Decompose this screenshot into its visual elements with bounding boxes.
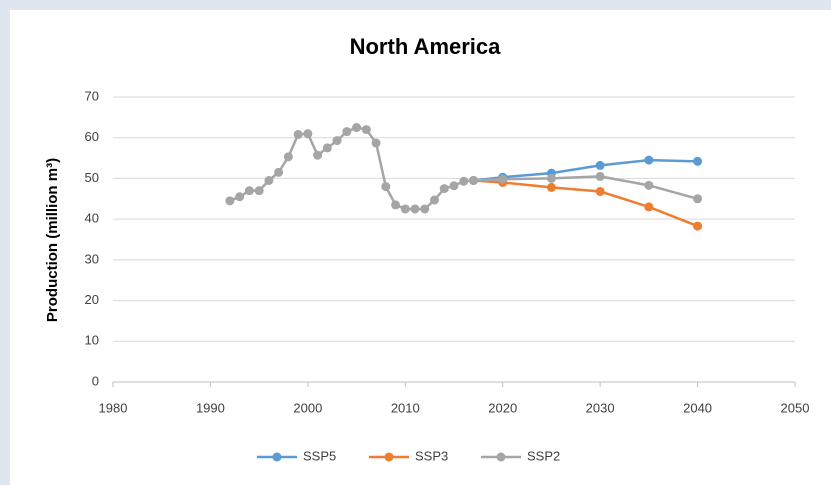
data-point [293, 129, 303, 139]
data-point [264, 175, 274, 185]
data-point [439, 184, 449, 194]
y-tick-label: 70 [85, 88, 99, 103]
data-point [313, 150, 323, 160]
data-point [595, 186, 605, 196]
data-point [693, 221, 703, 231]
legend-label: SSP3 [415, 448, 448, 463]
y-tick-label: 10 [85, 333, 99, 348]
data-point [244, 186, 254, 196]
data-point [449, 181, 459, 191]
data-point [381, 182, 391, 192]
data-point [468, 175, 478, 185]
data-point [420, 204, 430, 214]
y-tick-label: 40 [85, 211, 99, 226]
legend-marker [384, 452, 394, 462]
legend-label: SSP5 [303, 448, 336, 463]
data-point [352, 123, 362, 133]
data-point [361, 125, 371, 135]
x-tick-label: 2050 [781, 400, 810, 415]
data-point [546, 173, 556, 183]
data-point [595, 171, 605, 181]
data-point [283, 152, 293, 162]
data-point [332, 136, 342, 146]
data-point [430, 195, 440, 205]
data-point [235, 192, 245, 202]
x-tick-label: 1990 [196, 400, 225, 415]
y-tick-label: 20 [85, 292, 99, 307]
data-point [322, 143, 332, 153]
data-point [303, 129, 313, 139]
data-point [498, 174, 508, 184]
data-point [546, 182, 556, 192]
x-tick-label: 2040 [683, 400, 712, 415]
legend-label: SSP2 [527, 448, 560, 463]
y-tick-label: 30 [85, 251, 99, 266]
data-point [595, 160, 605, 170]
data-point [644, 155, 654, 165]
data-point [644, 202, 654, 212]
y-tick-label: 60 [85, 129, 99, 144]
data-point [644, 180, 654, 190]
x-tick-label: 2010 [391, 400, 420, 415]
chart-title: North America [350, 34, 502, 59]
data-point [342, 127, 352, 137]
x-tick-label: 2000 [293, 400, 322, 415]
series-line [473, 179, 699, 228]
data-point [410, 204, 420, 214]
data-point [371, 138, 381, 148]
x-tick-label: 1980 [99, 400, 128, 415]
data-point [254, 186, 264, 196]
y-tick-label: 50 [85, 170, 99, 185]
y-axis-label: Production (million m³) [44, 158, 61, 322]
series-line [473, 158, 698, 182]
y-tick-label: 0 [92, 373, 99, 388]
legend-marker [496, 452, 506, 462]
x-tick-label: 2030 [586, 400, 615, 415]
data-point [391, 200, 401, 210]
legend-marker [272, 452, 282, 462]
data-point [693, 194, 703, 204]
data-point [459, 176, 469, 186]
data-point [274, 167, 284, 177]
x-tick-label: 2020 [488, 400, 517, 415]
data-point [400, 204, 410, 214]
data-point [225, 196, 235, 206]
data-point [693, 156, 703, 166]
chart-panel [10, 10, 831, 485]
